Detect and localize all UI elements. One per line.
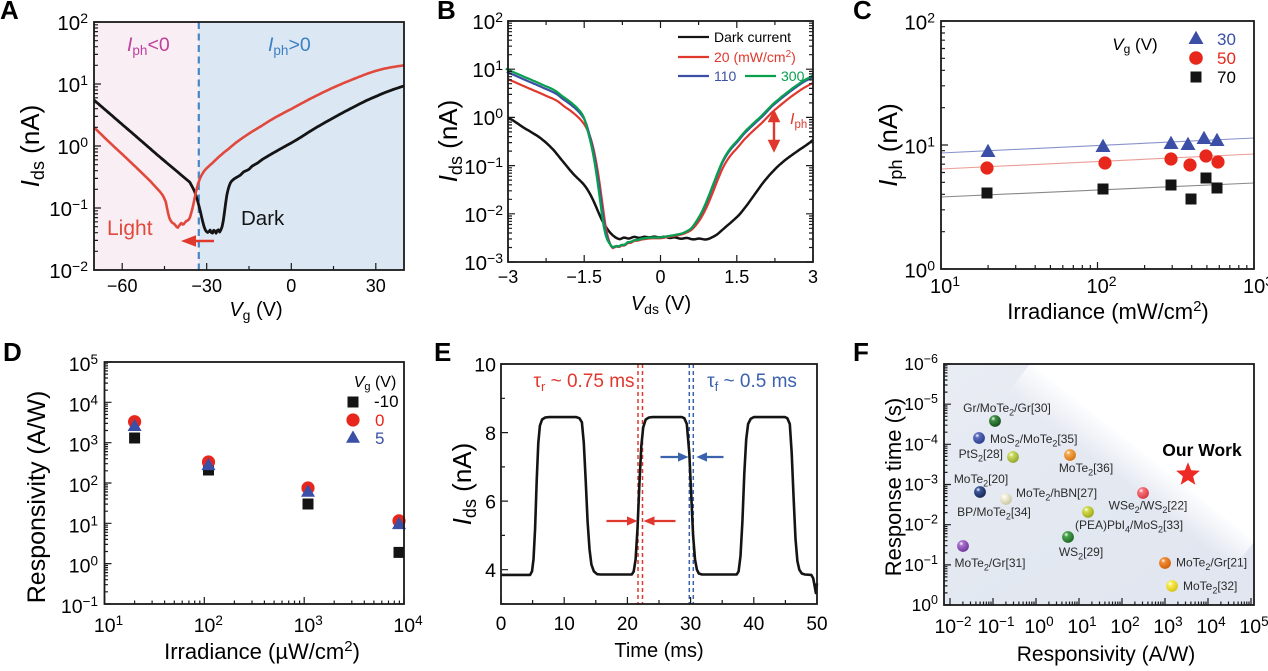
svg-text:10: 10 (554, 614, 575, 635)
svg-text:MoTe2[36]: MoTe2[36] (1059, 461, 1113, 478)
svg-text:C: C (853, 0, 872, 25)
svg-text:MoTe2/hBN[27]: MoTe2/hBN[27] (1016, 486, 1097, 503)
svg-text:B: B (437, 0, 456, 25)
svg-text:104: 104 (1196, 614, 1226, 638)
svg-text:1.5: 1.5 (724, 267, 749, 287)
svg-text:MoTe2/Gr[31]: MoTe2/Gr[31] (954, 556, 1025, 573)
svg-text:Response time (s): Response time (s) (881, 398, 906, 577)
svg-text:0: 0 (496, 614, 507, 635)
svg-text:D: D (3, 337, 22, 367)
svg-text:300: 300 (781, 68, 805, 84)
svg-text:−3: −3 (498, 267, 519, 287)
svg-text:−30: −30 (191, 276, 222, 296)
svg-text:4: 4 (485, 560, 496, 582)
svg-text:BP/MoTe2[34]: BP/MoTe2[34] (957, 505, 1031, 522)
svg-text:50: 50 (806, 614, 827, 635)
svg-text:Responsivity (A/W): Responsivity (A/W) (23, 391, 51, 604)
svg-text:(PEA)PbI4/MoS2[33]: (PEA)PbI4/MoS2[33] (1075, 518, 1183, 535)
svg-text:Light: Light (107, 217, 153, 240)
svg-text:10: 10 (474, 355, 496, 377)
svg-text:−60: −60 (107, 276, 138, 296)
svg-text:Time (ms): Time (ms) (614, 640, 703, 662)
svg-text:Dark current: Dark current (714, 29, 791, 45)
svg-text:6: 6 (485, 492, 496, 514)
svg-text:Iph<0: Iph<0 (127, 34, 170, 58)
svg-text:Gr/MoTe2/Gr[30]: Gr/MoTe2/Gr[30] (963, 401, 1051, 418)
svg-text:τf ~ 0.5 ms: τf ~ 0.5 ms (707, 371, 797, 394)
svg-text:0: 0 (286, 276, 296, 296)
svg-text:50: 50 (1217, 49, 1236, 68)
svg-text:MoTe2[32]: MoTe2[32] (1183, 579, 1237, 596)
svg-text:20 (mW/cm2): 20 (mW/cm2) (714, 49, 796, 65)
svg-text:30: 30 (1217, 30, 1236, 49)
svg-text:WSe2/WS2[22]: WSe2/WS2[22] (1109, 499, 1188, 516)
svg-text:Iph>0: Iph>0 (268, 34, 311, 58)
svg-text:Ids (nA): Ids (nA) (15, 105, 48, 188)
svg-text:Responsivity (A/W): Responsivity (A/W) (1017, 643, 1196, 666)
svg-text:10−2: 10−2 (934, 614, 971, 638)
svg-text:−1.5: −1.5 (566, 267, 602, 287)
svg-text:3: 3 (808, 267, 818, 287)
svg-text:-10: -10 (374, 392, 399, 411)
svg-text:110: 110 (714, 68, 737, 84)
svg-text:Ids (nA): Ids (nA) (433, 100, 466, 183)
svg-text:Vds (V): Vds (V) (631, 293, 691, 317)
svg-text:WS2[29]: WS2[29] (1059, 545, 1103, 562)
svg-text:MoTe2[20]: MoTe2[20] (954, 472, 1008, 489)
svg-text:20: 20 (617, 614, 638, 635)
svg-text:100: 100 (57, 134, 88, 159)
svg-text:Vg (V): Vg (V) (1112, 35, 1157, 56)
svg-text:5: 5 (375, 429, 384, 448)
svg-text:102: 102 (194, 613, 223, 637)
svg-text:PtS2[28]: PtS2[28] (959, 447, 1003, 464)
svg-text:τr ~ 0.75 ms: τr ~ 0.75 ms (533, 371, 634, 394)
svg-text:Iph (nA): Iph (nA) (873, 103, 906, 187)
svg-text:Dark: Dark (241, 207, 285, 230)
svg-text:0: 0 (655, 267, 665, 287)
svg-text:Our Work: Our Work (1162, 440, 1242, 460)
svg-text:30: 30 (680, 614, 701, 635)
svg-text:E: E (434, 337, 451, 367)
svg-text:0: 0 (375, 411, 384, 430)
svg-text:F: F (853, 337, 869, 367)
svg-text:Irradiance (mW/cm2): Irradiance (mW/cm2) (1007, 298, 1208, 324)
svg-text:Irradiance (µW/cm2): Irradiance (µW/cm2) (164, 638, 360, 664)
svg-text:Vg (V): Vg (V) (229, 299, 282, 323)
svg-text:MoTe2/Gr[21]: MoTe2/Gr[21] (1176, 556, 1247, 573)
svg-text:Vg (V): Vg (V) (354, 374, 397, 393)
svg-text:30: 30 (366, 276, 386, 296)
svg-text:8: 8 (485, 423, 496, 445)
svg-text:103: 103 (1243, 273, 1268, 298)
svg-text:Ids (nA): Ids (nA) (447, 443, 480, 526)
svg-text:40: 40 (743, 614, 764, 635)
svg-text:10−1: 10−1 (977, 614, 1014, 638)
svg-text:A: A (0, 0, 19, 25)
svg-text:Iph: Iph (790, 111, 807, 131)
svg-text:70: 70 (1217, 68, 1236, 87)
